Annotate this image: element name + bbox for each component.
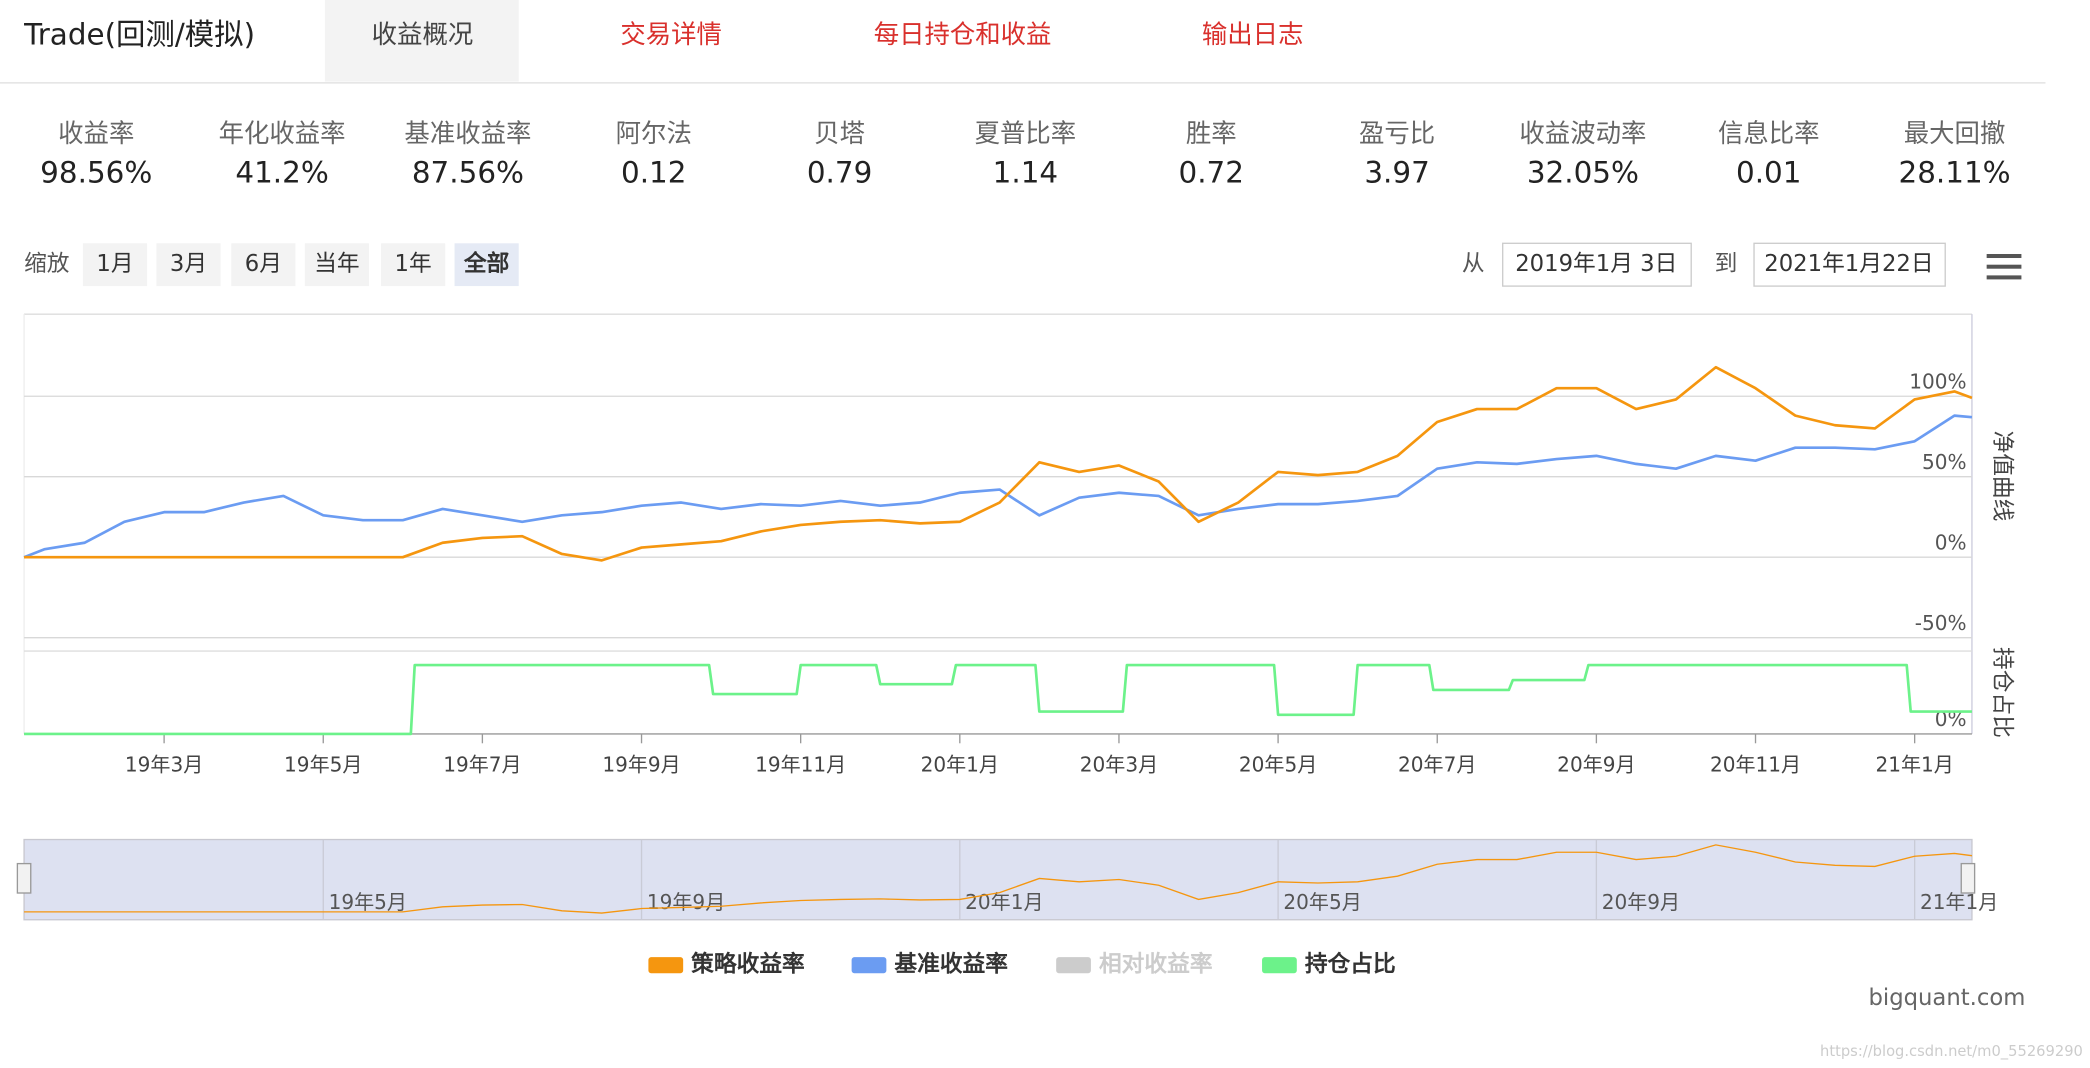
navigator-tick-label: 20年5月 [1283,890,1361,914]
zoom-button-label[interactable]: 1月 [96,251,133,277]
watermark: https://blog.csdn.net/m0_55269290 [1820,1043,2083,1060]
legend-swatch[interactable] [1056,957,1091,974]
x-tick-label: 19年11月 [755,753,846,777]
zoom-button-label[interactable]: 3月 [170,251,207,277]
x-tick-label: 20年3月 [1080,753,1158,777]
legend-label[interactable]: 持仓占比 [1305,951,1396,978]
tab[interactable]: 收益概况 [372,19,474,49]
metric-value: 41.2% [235,155,328,189]
metric-value: 0.12 [621,155,686,189]
navigator-tick-label: 21年1月 [1920,890,1998,914]
legend-swatch[interactable] [648,957,684,974]
metric-label: 信息比率 [1718,118,1820,148]
y-tick-label: -50% [1915,611,1967,635]
metric-label: 胜率 [1186,118,1237,148]
metric-value: 28.11% [1898,155,2010,189]
zoom-button[interactable] [381,243,446,287]
date-input[interactable] [1502,242,1692,287]
metric-label: 夏普比率 [975,118,1077,148]
to-date[interactable]: 2021年1月22日 [1764,251,1933,277]
x-tick-label: 19年9月 [602,753,680,777]
series-line [24,663,1972,736]
metric-value: 0.72 [1179,155,1244,189]
active-tab-bg [324,0,519,82]
metric-label: 收益波动率 [1519,118,1646,148]
metric-label: 收益率 [58,118,134,148]
y2-tick-label: 0% [1935,707,1967,731]
navigator-tick-label: 20年1月 [965,890,1043,914]
y-tick-label: 100% [1909,369,1966,393]
brand: bigquant.com [1868,985,2025,1011]
x-tick-label: 19年5月 [284,753,362,777]
to-label: 到 [1715,251,1738,277]
zoom-button-label[interactable]: 当年 [314,251,359,277]
tab[interactable]: 每日持仓和收益 [874,19,1052,49]
zoom-button[interactable] [231,243,296,287]
title: Trade(回测/模拟) [23,18,255,52]
navigator[interactable] [23,838,1973,921]
zoom-button[interactable] [156,243,221,287]
metric-label: 最大回撤 [1904,118,2006,148]
metric-value: 87.56% [412,155,524,189]
navigator-handle[interactable] [16,862,32,894]
zoom-button-label[interactable]: 全部 [463,250,510,277]
x-tick-label: 20年7月 [1398,753,1476,777]
x-tick-label: 21年1月 [1875,753,1953,777]
x-tick-label: 20年1月 [921,753,999,777]
zoom-button[interactable] [304,243,369,287]
navigator-line [24,844,1973,914]
date-input[interactable] [1753,242,1946,287]
zoom-button-label[interactable]: 6月 [245,251,282,277]
metric-value: 0.01 [1736,155,1801,189]
metric-label: 盈亏比 [1359,118,1435,148]
zoom-button[interactable] [454,243,519,287]
y-axis-title: 净值曲线 [1989,430,2015,521]
from-label: 从 [1462,251,1485,277]
from-date[interactable]: 2019年1月 3日 [1515,251,1677,277]
metric-value: 98.56% [40,155,152,189]
navigator-tick-label: 19年9月 [647,890,725,914]
metric-value: 32.05% [1527,155,1639,189]
metric-value: 3.97 [1364,155,1429,189]
y-tick-label: 50% [1922,450,1967,474]
metric-label: 阿尔法 [616,118,692,148]
legend-label[interactable]: 相对收益率 [1099,951,1213,978]
metric-value: 1.14 [993,155,1058,189]
metric-value: 0.79 [807,155,872,189]
legend-swatch[interactable] [1262,957,1297,974]
x-tick-label: 19年3月 [125,753,203,777]
zoom-button-label[interactable]: 1年 [395,251,432,277]
legend-label[interactable]: 基准收益率 [894,951,1008,978]
zoom-label: 缩放 [24,251,70,277]
series-line [23,414,1973,559]
x-tick-label: 20年11月 [1710,753,1801,777]
x-tick-label: 20年5月 [1239,753,1317,777]
tab[interactable]: 输出日志 [1202,19,1304,49]
menu-icon[interactable] [1986,253,2022,280]
metric-label: 基准收益率 [404,118,531,148]
navigator-handle[interactable] [1960,862,1976,894]
tab[interactable]: 交易详情 [620,19,722,49]
navigator-tick-label: 20年9月 [1602,890,1680,914]
navigator-tick-label: 19年5月 [329,890,407,914]
x-tick-label: 19年7月 [443,753,521,777]
metric-label: 年化收益率 [219,118,346,148]
series-line [24,365,1973,562]
zoom-button[interactable] [82,243,148,287]
y-tick-label: 0% [1935,530,1967,554]
metric-label: 贝塔 [814,118,865,148]
legend-swatch[interactable] [851,957,887,974]
legend-label[interactable]: 策略收益率 [691,951,805,978]
y2-axis-title: 持仓占比 [1989,647,2015,738]
x-tick-label: 20年9月 [1557,753,1635,777]
